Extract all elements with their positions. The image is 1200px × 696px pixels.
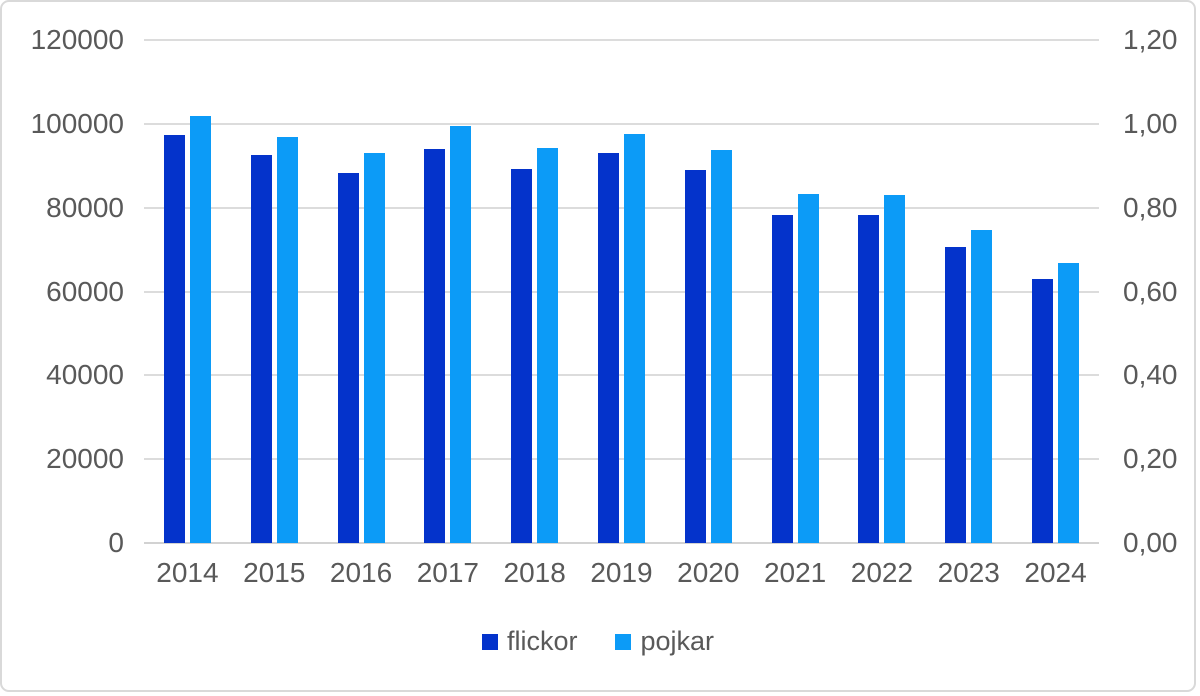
- bar-group-2020: [665, 40, 752, 543]
- bar-flickor-2017: [424, 148, 446, 543]
- bar-pojkar-2022: [884, 195, 906, 543]
- bar-flickor-2023: [945, 246, 967, 543]
- x-axis-label: 2018: [503, 557, 566, 588]
- bar-group-2015: [231, 40, 318, 543]
- legend-label-flickor: flickor: [506, 626, 578, 656]
- bar-group-2017: [404, 40, 491, 543]
- bar-flickor-2019: [597, 153, 619, 543]
- x-axis-label: 2021: [763, 557, 827, 588]
- y-axis-right-tick: 0,20: [1123, 443, 1178, 475]
- bar-group-2021: [752, 40, 839, 543]
- x-axis-label: 2023: [937, 557, 1000, 588]
- bar-group-2016: [318, 40, 405, 543]
- gridline: [144, 206, 1099, 209]
- bar-pojkar-2023: [971, 230, 993, 543]
- y-axis-left-tick: 20000: [46, 443, 124, 475]
- bar-pojkar-2014: [189, 116, 211, 543]
- bar-group-2024: [1012, 40, 1099, 543]
- legend-item-pojkar: pojkar: [615, 628, 714, 655]
- y-axis-right-tick: 0,60: [1123, 275, 1178, 307]
- x-axis-label: 2019: [590, 557, 653, 588]
- bar-pojkar-2018: [537, 147, 559, 543]
- bar-flickor-2018: [511, 169, 533, 543]
- bar-pojkar-2019: [623, 134, 645, 543]
- bar-flickor-2014: [163, 134, 185, 543]
- x-axis: 2014 2015 2016 2017 2018 2019 2020 2021 2022 2023…: [144, 556, 1099, 590]
- gridline: [144, 458, 1099, 461]
- bar-pojkar-2021: [797, 194, 819, 543]
- x-axis-label: 2024: [1024, 557, 1087, 588]
- gridline: [144, 39, 1099, 41]
- bar-group-2022: [839, 40, 926, 543]
- gridline: [144, 122, 1099, 125]
- bar-group-2018: [491, 40, 578, 543]
- x-axis-line: [144, 542, 1099, 544]
- y-axis-left-tick: 100000: [30, 107, 124, 139]
- y-axis-right-tick: 0,80: [1123, 191, 1178, 223]
- legend: flickor pojkar: [2, 628, 1194, 655]
- y-axis-right-tick: 0,00: [1123, 527, 1178, 558]
- pojkar-swatch-icon: [615, 633, 632, 650]
- plot-area: [144, 39, 1099, 544]
- bar-group-2023: [925, 40, 1012, 543]
- bar-flickor-2020: [684, 169, 706, 543]
- bar-pojkar-2015: [276, 136, 298, 543]
- x-axis-label: 2017: [416, 557, 479, 588]
- x-axis-label: 2022: [850, 557, 914, 588]
- y-axis-left-tick: 80000: [46, 191, 124, 223]
- y-axis-right-tick: 0,40: [1123, 359, 1178, 391]
- legend-item-flickor: flickor: [481, 626, 578, 656]
- bars-layer: [144, 40, 1099, 543]
- gridline: [144, 290, 1099, 293]
- y-axis-right-tick: 1,00: [1123, 107, 1178, 139]
- bar-flickor-2016: [337, 172, 359, 543]
- y-axis-left: 120000 100000 80000 60000 40000 20000 0: [2, 26, 124, 557]
- y-axis-left-tick: 40000: [46, 359, 124, 391]
- gridline: [144, 374, 1099, 377]
- x-axis-label: 2020: [677, 557, 740, 588]
- bar-group-2014: [144, 40, 231, 543]
- x-axis-label: 2016: [329, 557, 393, 588]
- bar-pojkar-2017: [450, 126, 472, 543]
- x-axis-label: 2015: [243, 557, 306, 588]
- bar-flickor-2015: [250, 154, 272, 543]
- x-axis-label: 2014: [156, 557, 219, 588]
- bar-flickor-2022: [858, 215, 880, 543]
- flickor-swatch-icon: [481, 633, 498, 650]
- bar-group-2019: [578, 40, 665, 543]
- y-axis-left-tick: 120000: [30, 24, 124, 55]
- y-axis-left-tick: 60000: [46, 275, 124, 307]
- y-axis-right: 1,20 1,00 0,80 0,60 0,40 0,20 0,00: [1123, 26, 1193, 557]
- legend-label-pojkar: pojkar: [640, 626, 715, 656]
- y-axis-left-tick: 0: [108, 527, 124, 558]
- bar-flickor-2024: [1032, 278, 1054, 543]
- bar-pojkar-2016: [363, 153, 385, 543]
- y-axis-right-tick: 1,20: [1123, 24, 1178, 55]
- bar-pojkar-2020: [710, 149, 732, 543]
- bar-pojkar-2024: [1058, 262, 1080, 543]
- bar-flickor-2021: [771, 214, 793, 543]
